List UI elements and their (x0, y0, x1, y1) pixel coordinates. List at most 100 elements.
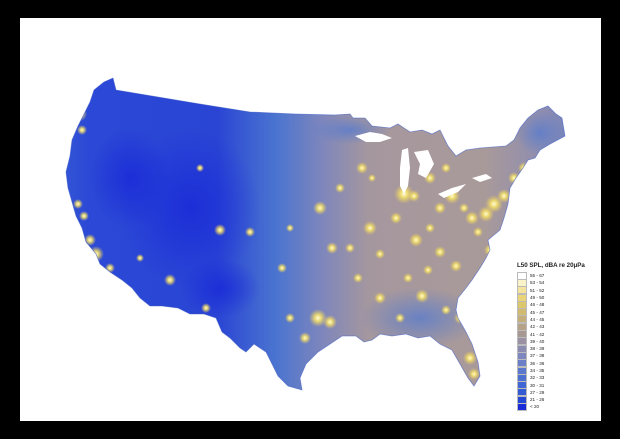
legend-label: 27 - 29 (530, 389, 545, 395)
city-hotspot (434, 202, 446, 214)
city-hotspot (285, 313, 295, 323)
legend-entry: 41 - 42 (517, 330, 599, 339)
lake-superior (355, 132, 392, 142)
city-hotspot (245, 227, 255, 237)
legend-label: 45 - 47 (530, 309, 545, 315)
city-hotspot (368, 174, 376, 182)
legend-entry: 49 - 50 (517, 293, 599, 302)
city-hotspot (450, 260, 462, 272)
city-hotspot (395, 313, 405, 323)
noise-map (65, 77, 566, 391)
legend-label: 46 - 48 (530, 302, 545, 308)
city-hotspot (344, 344, 356, 356)
city-hotspot (196, 164, 204, 172)
legend-entry: 46 - 48 (517, 300, 599, 309)
legend-entry: 37 - 38 (517, 351, 599, 360)
city-hotspot (309, 309, 327, 327)
legend-entry: 30 - 31 (517, 381, 599, 390)
legend-label: 21 - 26 (530, 397, 545, 403)
legend-label: 36 - 36 (530, 360, 545, 366)
nevada-quiet-zone (90, 128, 170, 228)
city-hotspot (409, 233, 423, 247)
city-hotspot (434, 246, 446, 258)
maine-forest-zone (515, 111, 565, 155)
legend-label: 51 - 52 (530, 287, 545, 293)
legend-label: 42 - 43 (530, 324, 545, 330)
legend-label: 53 - 54 (530, 280, 545, 286)
us-outline (65, 77, 566, 391)
city-hotspot (441, 305, 451, 315)
city-hotspot (473, 227, 483, 237)
legend-entry: 27 - 29 (517, 388, 599, 397)
legend: L50 SPL, dBA re 20μPa 55 - 67 53 - 54 51 -… (517, 262, 599, 411)
legend-entry: 42 - 43 (517, 322, 599, 331)
city-hotspot (465, 211, 479, 225)
legend-label: 38 - 39 (530, 346, 545, 352)
legend-label: 30 - 31 (530, 382, 545, 388)
base-noise-gradient (66, 78, 565, 390)
city-hotspot (345, 243, 355, 253)
city-hotspot (77, 125, 87, 135)
city-hotspot (508, 172, 520, 184)
legend-entry: 36 - 36 (517, 359, 599, 368)
map-frame: L50 SPL, dBA re 20μPa 55 - 67 53 - 54 51 -… (20, 18, 601, 421)
legend-entry: 55 - 67 (517, 271, 599, 280)
city-hotspot (326, 242, 338, 254)
legend-label: 41 - 42 (530, 331, 545, 337)
city-hotspot (164, 274, 176, 286)
city-hotspot (497, 189, 511, 203)
great-lakes (355, 132, 492, 198)
legend-title: L50 SPL, dBA re 20μPa (517, 262, 585, 269)
city-hotspot (356, 162, 368, 174)
legend-entries: 55 - 67 53 - 54 51 - 52 49 - 50 46 - 48 45 - … (517, 271, 599, 411)
legend-label: < 20 (530, 404, 540, 410)
city-hotspot (73, 199, 83, 209)
legend-label: 34 - 35 (530, 368, 545, 373)
city-hotspot (277, 263, 287, 273)
city-hotspot (323, 315, 337, 329)
city-hotspot (374, 292, 386, 304)
legend-label: 37 - 38 (530, 353, 545, 359)
legend-label: 32 - 33 (530, 375, 545, 381)
legend-entry: 44 - 45 (517, 315, 599, 324)
city-hotspot (73, 107, 87, 121)
city-hotspot (403, 273, 413, 283)
city-hotspot (363, 221, 377, 235)
city-hotspot (299, 332, 311, 344)
city-hotspot (375, 249, 385, 259)
lake-ontario (472, 174, 492, 182)
legend-label: 55 - 67 (530, 273, 545, 279)
city-hotspot (201, 303, 211, 313)
legend-label: 49 - 50 (530, 295, 545, 301)
legend-entry: 45 - 47 (517, 308, 599, 317)
city-hotspot (468, 368, 480, 380)
city-hotspot (423, 265, 433, 275)
city-hotspot (335, 183, 345, 193)
legend-entry: < 20 (517, 403, 599, 411)
city-hotspot (463, 351, 477, 365)
legend-entry: 21 - 26 (517, 395, 599, 404)
lake-erie (438, 184, 466, 198)
legend-entry: 53 - 54 (517, 278, 599, 287)
southwest-quiet-zone (180, 258, 260, 318)
legend-label: 39 - 40 (530, 338, 545, 344)
city-hotspot (136, 254, 144, 262)
city-hotspot (459, 203, 469, 213)
legend-entry: 38 - 39 (517, 344, 599, 353)
city-hotspot (79, 211, 89, 221)
us-landmass (66, 78, 565, 390)
city-hotspot (415, 289, 429, 303)
legend-swatch (517, 403, 527, 411)
city-hotspot (390, 212, 402, 224)
city-hotspot (286, 224, 294, 232)
city-hotspot (353, 273, 363, 283)
southeast-forest-zone (360, 288, 480, 348)
legend-entry: 39 - 40 (517, 337, 599, 346)
legend-entry: 32 - 33 (517, 373, 599, 382)
lake-michigan (400, 148, 410, 194)
legend-label: 44 - 45 (530, 316, 545, 322)
city-hotspot (214, 224, 226, 236)
city-hotspot (425, 223, 435, 233)
city-hotspot (313, 201, 327, 215)
legend-entry: 51 - 52 (517, 286, 599, 295)
